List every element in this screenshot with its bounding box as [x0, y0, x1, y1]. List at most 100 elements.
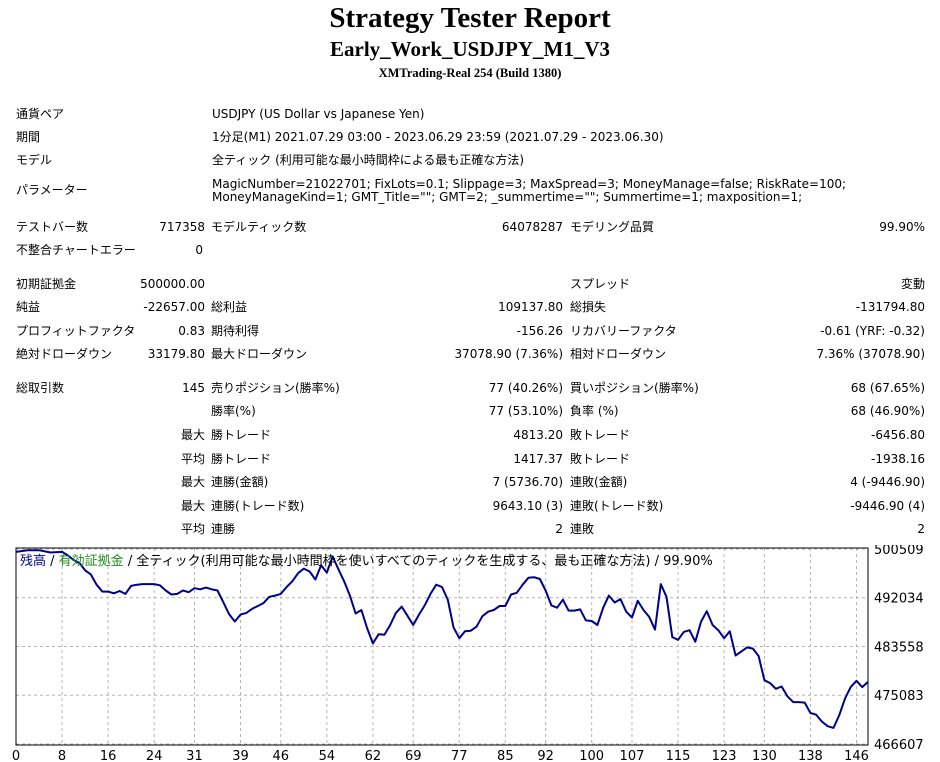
- symbol-value: USDJPY (US Dollar vs Japanese Yen): [212, 107, 425, 121]
- net-label: 純益: [16, 300, 41, 314]
- cons-win-amt-value: 7 (5736.70): [492, 475, 563, 489]
- legend-sep: /: [46, 554, 59, 569]
- abs-dd-value: 33179.80: [147, 347, 205, 361]
- x-tick-label: 24: [146, 749, 163, 762]
- gross-loss-label: 総損失: [570, 300, 607, 314]
- x-tick-label: 39: [232, 749, 249, 762]
- mismatch-label: 不整合チャートエラー: [16, 243, 136, 257]
- params-value: MagicNumber=21022701; FixLots=0.1; Slipp…: [212, 177, 847, 204]
- pf-label: プロフィットファクタ: [16, 324, 136, 338]
- y-tick-label: 466607: [874, 738, 924, 753]
- x-tick-label: 0: [12, 749, 20, 762]
- x-tick-label: 92: [537, 749, 554, 762]
- y-tick-label: 483558: [874, 641, 924, 656]
- x-tick-label: 146: [844, 749, 869, 762]
- deposit-label: 初期証拠金: [16, 277, 77, 291]
- loss-trade-label: 敗トレード: [570, 428, 631, 442]
- y-tick-label: 475083: [874, 689, 924, 704]
- max-dd-label: 最大ドローダウン: [211, 347, 308, 361]
- x-tick-label: 8: [58, 749, 66, 762]
- short-label: 売りポジション(勝率%): [211, 381, 340, 395]
- x-tick-label: 31: [186, 749, 203, 762]
- cons-win-trd-label: 連勝(トレード数): [211, 499, 305, 513]
- gross-profit-value: 109137.80: [498, 300, 563, 314]
- max-label: 最大: [180, 428, 205, 442]
- quality-value: 99.90%: [879, 220, 925, 234]
- bars-label: テストバー数: [16, 220, 89, 234]
- total-trades-label: 総取引数: [16, 381, 65, 395]
- gross-loss-value: -131794.80: [855, 300, 925, 314]
- avg-label-2: 平均: [180, 522, 205, 536]
- y-tick-label: 492034: [874, 592, 924, 607]
- y-tick-label: 500509: [874, 545, 924, 558]
- x-tick-label: 69: [405, 749, 422, 762]
- short-value: 77 (40.26%): [488, 381, 563, 395]
- cons-loss-trd-label: 連敗(トレード数): [570, 499, 664, 513]
- ticks-value: 64078287: [501, 220, 563, 234]
- win-trade-label: 勝トレード: [211, 428, 272, 442]
- avg-win-value: 1417.37: [513, 452, 563, 466]
- avg-cons-loss-label: 連敗: [570, 522, 595, 536]
- server-build: XMTrading-Real 254 (Build 1380): [378, 66, 562, 80]
- legend-equity: 有効証拠金: [58, 554, 124, 569]
- x-tick-label: 130: [752, 749, 777, 762]
- period-label: 期間: [16, 130, 41, 144]
- x-tick-label: 123: [712, 749, 737, 762]
- avg-loss-value: -1938.16: [871, 452, 925, 466]
- abs-dd-label: 絶対ドローダウン: [16, 347, 113, 361]
- model-value: 全ティック (利用可能な最小時間枠による最も正確な方法): [212, 153, 525, 167]
- expected-label: 期待利得: [211, 324, 260, 338]
- x-tick-label: 46: [273, 749, 290, 762]
- long-value: 68 (67.65%): [850, 381, 925, 395]
- long-label: 買いポジション(勝率%): [570, 381, 699, 395]
- symbol-label: 通貨ペア: [16, 107, 65, 121]
- plot-border: [15, 547, 869, 746]
- cons-loss-trd-value: -9446.90 (4): [850, 499, 925, 513]
- recovery-value: -0.61 (YRF: -0.32): [820, 324, 925, 338]
- rel-dd-label: 相対ドローダウン: [570, 347, 667, 361]
- cons-win-trd-value: 9643.10 (3): [492, 499, 563, 513]
- x-tick-label: 85: [497, 749, 514, 762]
- total-trades-value: 145: [182, 381, 205, 395]
- lossrate-value: 68 (46.90%): [850, 404, 925, 418]
- period-value: 1分足(M1) 2021.07.29 03:00 - 2023.06.29 23…: [212, 130, 664, 144]
- x-tick-label: 16: [100, 749, 117, 762]
- x-tick-label: 138: [798, 749, 823, 762]
- params-label: パラメーター: [16, 183, 88, 197]
- avg-cons-win-value: 2: [555, 522, 563, 536]
- avg-win-label: 勝トレード: [211, 452, 272, 466]
- winrate-value: 77 (53.10%): [488, 404, 563, 418]
- max-win-value: 4813.20: [513, 428, 563, 442]
- recovery-label: リカバリーファクタ: [570, 324, 677, 338]
- chart-legend: 残高 / 有効証拠金 / 全ティック(利用可能な最小時間枠を使いすべてのティック…: [20, 550, 713, 569]
- cons-loss-amt-value: 4 (-9446.90): [850, 475, 925, 489]
- mismatch-value: 0: [195, 243, 203, 257]
- ea-name: Early_Work_USDJPY_M1_V3: [330, 37, 610, 61]
- expected-value: -156.26: [516, 324, 563, 338]
- balance-line: [15, 549, 869, 729]
- spread-value: 変動: [900, 277, 925, 291]
- legend-balance: 残高: [20, 554, 47, 569]
- pf-value: 0.83: [178, 324, 205, 338]
- deposit-value: 500000.00: [140, 277, 205, 291]
- avg-cons-loss-value: 2: [917, 522, 925, 536]
- max-label-2: 最大: [180, 475, 205, 489]
- avg-cons-win-label: 連勝: [211, 522, 236, 536]
- ticks-label: モデルティック数: [211, 220, 307, 234]
- avg-loss-label: 敗トレード: [570, 452, 631, 466]
- balance-chart: 0 8 16 24 31 39 46 54 62 69 77 85 92 100 107 115 123 130 1…: [12, 545, 924, 762]
- x-tick-label: 100: [579, 749, 604, 762]
- cons-loss-amt-label: 連敗(金額): [570, 475, 628, 489]
- x-tick-label: 115: [666, 749, 691, 762]
- quality-label: モデリング品質: [570, 220, 655, 234]
- bars-value: 717358: [159, 220, 205, 234]
- lossrate-label: 負率 (%): [570, 404, 619, 418]
- legend-rest: / 全ティック(利用可能な最小時間枠を使いすべてのティックを生成する、最も正確な…: [123, 554, 713, 569]
- spread-label: スプレッド: [570, 277, 631, 291]
- x-tick-label: 54: [319, 749, 336, 762]
- gross-profit-label: 総利益: [211, 300, 248, 314]
- avg-label: 平均: [180, 452, 205, 466]
- max-dd-value: 37078.90 (7.36%): [454, 347, 563, 361]
- cons-win-amt-label: 連勝(金額): [211, 475, 269, 489]
- model-label: モデル: [16, 153, 53, 167]
